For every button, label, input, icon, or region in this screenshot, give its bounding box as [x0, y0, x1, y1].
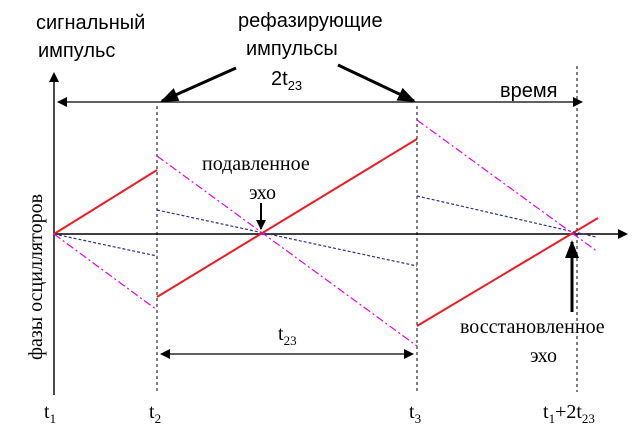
blue-phase-line-2: [156, 209, 418, 267]
magenta-phase-line-1: [53, 233, 158, 311]
time-label: время: [500, 80, 557, 102]
interval-2t23-label: 2t23: [271, 68, 302, 93]
red-phase-line-1: [53, 169, 158, 235]
refocus-arrow-right: [337, 63, 416, 103]
blue-phase-line-3: [416, 195, 597, 238]
y-axis-label: фазы осцилляторов: [25, 194, 47, 360]
t23-interval-label: t23: [278, 323, 297, 348]
signal-pulse-label: сигнальный: [36, 12, 145, 34]
suppressed-echo-label: подавленное: [202, 153, 310, 175]
tick-t1-plus-2t23: t1+2t23: [543, 401, 595, 426]
refocus-label-2: импульсы: [246, 38, 338, 60]
signal-pulse-label-2: импульс: [38, 40, 115, 62]
restored-echo-label-2: эхо: [530, 345, 557, 367]
refocus-arrow-left: [160, 66, 237, 103]
restored-echo-label: восстановленное: [460, 316, 605, 338]
blue-phase-line-1: [53, 233, 158, 257]
tick-t1: t1: [44, 401, 56, 426]
red-phase-line-2: [156, 138, 418, 298]
red-phase-line-3: [416, 217, 599, 327]
magenta-phase-line-3: [416, 119, 599, 253]
tick-t2: t2: [149, 401, 161, 426]
suppressed-echo-label-2: эхо: [249, 182, 276, 204]
tick-t3: t3: [409, 401, 421, 426]
refocus-label: рефазирующие: [238, 10, 383, 32]
magenta-phase-line-2: [156, 155, 418, 347]
